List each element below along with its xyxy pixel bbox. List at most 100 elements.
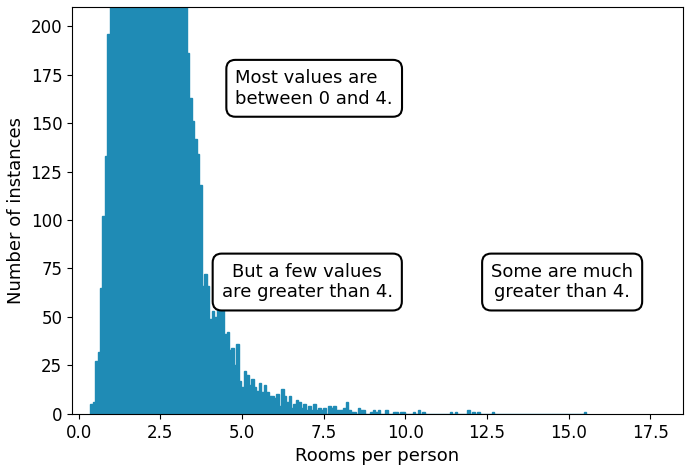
Bar	[117, 0, 120, 414]
Bar	[135, 0, 137, 414]
Bar	[234, 365, 237, 414]
Bar	[284, 396, 286, 414]
Bar	[105, 156, 108, 414]
Bar	[262, 392, 264, 414]
Bar	[199, 185, 201, 414]
Bar	[125, 0, 127, 414]
Bar	[150, 0, 152, 414]
Bar	[321, 410, 323, 414]
Bar	[201, 286, 204, 414]
Bar	[108, 34, 110, 414]
Bar	[274, 398, 276, 414]
Bar	[343, 408, 346, 414]
Bar	[145, 0, 147, 414]
Bar	[351, 412, 353, 414]
Bar	[103, 216, 105, 414]
Bar	[184, 0, 187, 414]
Bar	[241, 387, 244, 414]
Bar	[251, 379, 254, 414]
Bar	[164, 0, 167, 414]
Bar	[323, 408, 326, 414]
Bar	[276, 395, 279, 414]
Bar	[353, 412, 355, 414]
Bar	[177, 0, 179, 414]
Bar	[301, 408, 304, 414]
Bar	[360, 410, 363, 414]
Bar	[239, 381, 241, 414]
Bar	[237, 344, 239, 414]
Text: Some are much
greater than 4.: Some are much greater than 4.	[491, 262, 633, 302]
Bar	[268, 396, 271, 414]
Bar	[122, 0, 125, 414]
Bar	[333, 406, 335, 414]
Bar	[115, 0, 117, 414]
Bar	[371, 412, 373, 414]
Bar	[281, 388, 284, 414]
Bar	[142, 0, 145, 414]
Bar	[132, 0, 135, 414]
Bar	[127, 0, 130, 414]
Bar	[306, 410, 308, 414]
Bar	[363, 410, 366, 414]
Bar	[296, 400, 299, 414]
Bar	[214, 317, 217, 414]
Bar	[192, 121, 195, 414]
Bar	[221, 305, 224, 414]
Bar	[584, 412, 586, 414]
Bar	[395, 412, 397, 414]
Bar	[348, 410, 351, 414]
Bar	[346, 402, 348, 414]
Bar	[226, 332, 229, 414]
Bar	[212, 311, 214, 414]
Bar	[130, 0, 132, 414]
Bar	[279, 406, 281, 414]
Bar	[331, 408, 333, 414]
Bar	[249, 385, 251, 414]
Bar	[313, 404, 316, 414]
Bar	[266, 392, 268, 414]
Bar	[308, 406, 311, 414]
Bar	[304, 404, 306, 414]
Bar	[90, 404, 92, 414]
Bar	[358, 408, 360, 414]
Y-axis label: Number of instances: Number of instances	[7, 117, 25, 304]
Bar	[197, 154, 199, 414]
Bar	[246, 375, 249, 414]
Bar	[155, 0, 157, 414]
Bar	[335, 410, 338, 414]
Bar	[110, 0, 112, 414]
Bar	[189, 98, 192, 414]
Bar	[393, 412, 395, 414]
Bar	[492, 412, 495, 414]
Bar	[293, 404, 296, 414]
Bar	[385, 410, 388, 414]
Bar	[477, 412, 480, 414]
Bar	[467, 410, 470, 414]
Bar	[172, 0, 175, 414]
Bar	[378, 410, 380, 414]
Bar	[291, 408, 293, 414]
Bar	[316, 410, 318, 414]
Bar	[244, 371, 246, 414]
Bar	[259, 383, 262, 414]
Bar	[417, 410, 420, 414]
Bar	[450, 412, 452, 414]
Bar	[195, 139, 197, 414]
Bar	[100, 288, 103, 414]
Bar	[224, 334, 226, 414]
Bar	[341, 410, 343, 414]
Bar	[422, 412, 425, 414]
Bar	[204, 274, 207, 414]
X-axis label: Rooms per person: Rooms per person	[295, 447, 460, 465]
Bar	[375, 412, 378, 414]
Bar	[175, 0, 177, 414]
Bar	[147, 0, 150, 414]
Bar	[159, 0, 162, 414]
Bar	[286, 402, 288, 414]
Bar	[139, 0, 142, 414]
Bar	[217, 290, 219, 414]
Bar	[167, 0, 170, 414]
Bar	[254, 387, 256, 414]
Bar	[264, 385, 266, 414]
Bar	[413, 412, 415, 414]
